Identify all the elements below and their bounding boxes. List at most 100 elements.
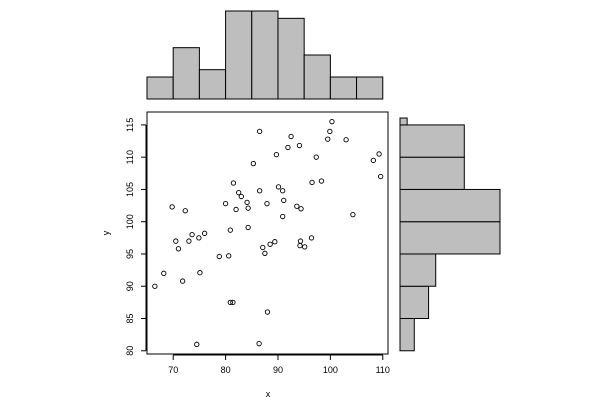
data-point [244, 199, 250, 205]
data-point [370, 157, 376, 164]
histogram-bar [399, 117, 408, 126]
data-point [264, 309, 271, 315]
data-point [264, 200, 270, 207]
data-point [298, 206, 304, 212]
data-point [318, 178, 325, 184]
histogram-bar [329, 76, 358, 100]
data-point [275, 184, 282, 190]
data-point [296, 142, 303, 149]
y-histogram [399, 117, 501, 352]
data-point [267, 241, 273, 247]
data-point [288, 133, 294, 140]
histogram-bar [277, 17, 305, 100]
scatter-panel: 70 80 90 100 110 80 85 90 95 100 105 110 115 x y [101, 111, 390, 399]
data-point [343, 137, 349, 143]
histogram-bar [399, 221, 501, 255]
y-tick-label: 95 [125, 249, 135, 259]
histogram-bar [303, 54, 331, 100]
data-point [189, 231, 195, 238]
histogram-bar [399, 318, 415, 352]
data-point [273, 151, 280, 158]
histogram-bar [399, 253, 437, 287]
data-point [260, 244, 266, 251]
data-point [281, 197, 287, 204]
x-tick-label: 90 [273, 365, 283, 375]
histogram-bar [356, 76, 384, 100]
data-point [230, 180, 237, 186]
data-point [173, 238, 179, 244]
data-point [236, 190, 242, 196]
histogram-bar [399, 156, 465, 190]
data-point [230, 299, 236, 306]
data-point [309, 179, 315, 185]
data-point [175, 246, 182, 252]
y-tick-label: 90 [125, 281, 135, 291]
histogram-bar [399, 124, 465, 158]
data-point [161, 270, 167, 276]
data-point [325, 136, 331, 142]
data-point [256, 128, 263, 135]
y-tick-label: 85 [125, 313, 135, 323]
x-tick-label: 80 [221, 365, 231, 375]
data-point [222, 200, 229, 207]
y-tick-label: 80 [125, 346, 135, 356]
histogram-bar [172, 47, 200, 100]
scatter-plot-frame [146, 111, 389, 355]
y-tick-label: 115 [125, 118, 135, 132]
data-point [262, 250, 268, 256]
data-point [201, 230, 208, 236]
data-point [197, 270, 203, 276]
data-point [285, 144, 291, 151]
data-point [245, 224, 251, 231]
data-point [227, 299, 233, 306]
data-point [297, 242, 303, 249]
data-point [152, 283, 158, 289]
data-point [313, 154, 319, 160]
y-tick-label: 105 [125, 182, 135, 197]
data-point [308, 235, 315, 241]
data-point [238, 193, 244, 200]
histogram-bar [399, 285, 430, 320]
data-point [376, 151, 382, 157]
x-histogram [146, 10, 384, 100]
data-point [216, 253, 222, 260]
data-point [226, 253, 232, 259]
data-point [256, 341, 262, 347]
data-point [194, 341, 200, 347]
data-point [280, 188, 286, 194]
histogram-bar [225, 10, 253, 100]
histogram-bar [146, 76, 174, 100]
data-point [227, 227, 233, 233]
data-point [297, 238, 304, 244]
data-point [350, 211, 356, 218]
data-point [186, 238, 192, 244]
x-axis-label: x [266, 389, 271, 399]
data-point [250, 160, 257, 167]
data-point [294, 203, 300, 209]
data-point [329, 119, 335, 125]
x-axis: 70 80 90 100 110 [168, 354, 390, 375]
data-point [179, 278, 186, 284]
histogram-bar [399, 188, 501, 223]
x-tick-label: 110 [376, 365, 390, 375]
data-point [245, 205, 251, 211]
y-tick-label: 100 [125, 214, 135, 229]
data-point [196, 235, 202, 241]
y-tick-label: 110 [125, 150, 135, 164]
data-point [378, 173, 384, 180]
data-point [280, 213, 286, 220]
y-axis: 80 85 90 95 100 105 110 115 [125, 118, 147, 356]
data-point [272, 239, 278, 245]
data-point [182, 208, 188, 214]
data-point [233, 206, 239, 213]
scatter-points [152, 119, 384, 347]
histogram-bar [198, 69, 227, 100]
data-point [169, 204, 175, 210]
x-tick-label: 70 [168, 365, 178, 375]
y-axis-label: y [101, 230, 111, 235]
data-point [302, 244, 308, 250]
data-point [256, 188, 263, 194]
histogram-bar [251, 10, 279, 100]
data-point [327, 128, 333, 135]
